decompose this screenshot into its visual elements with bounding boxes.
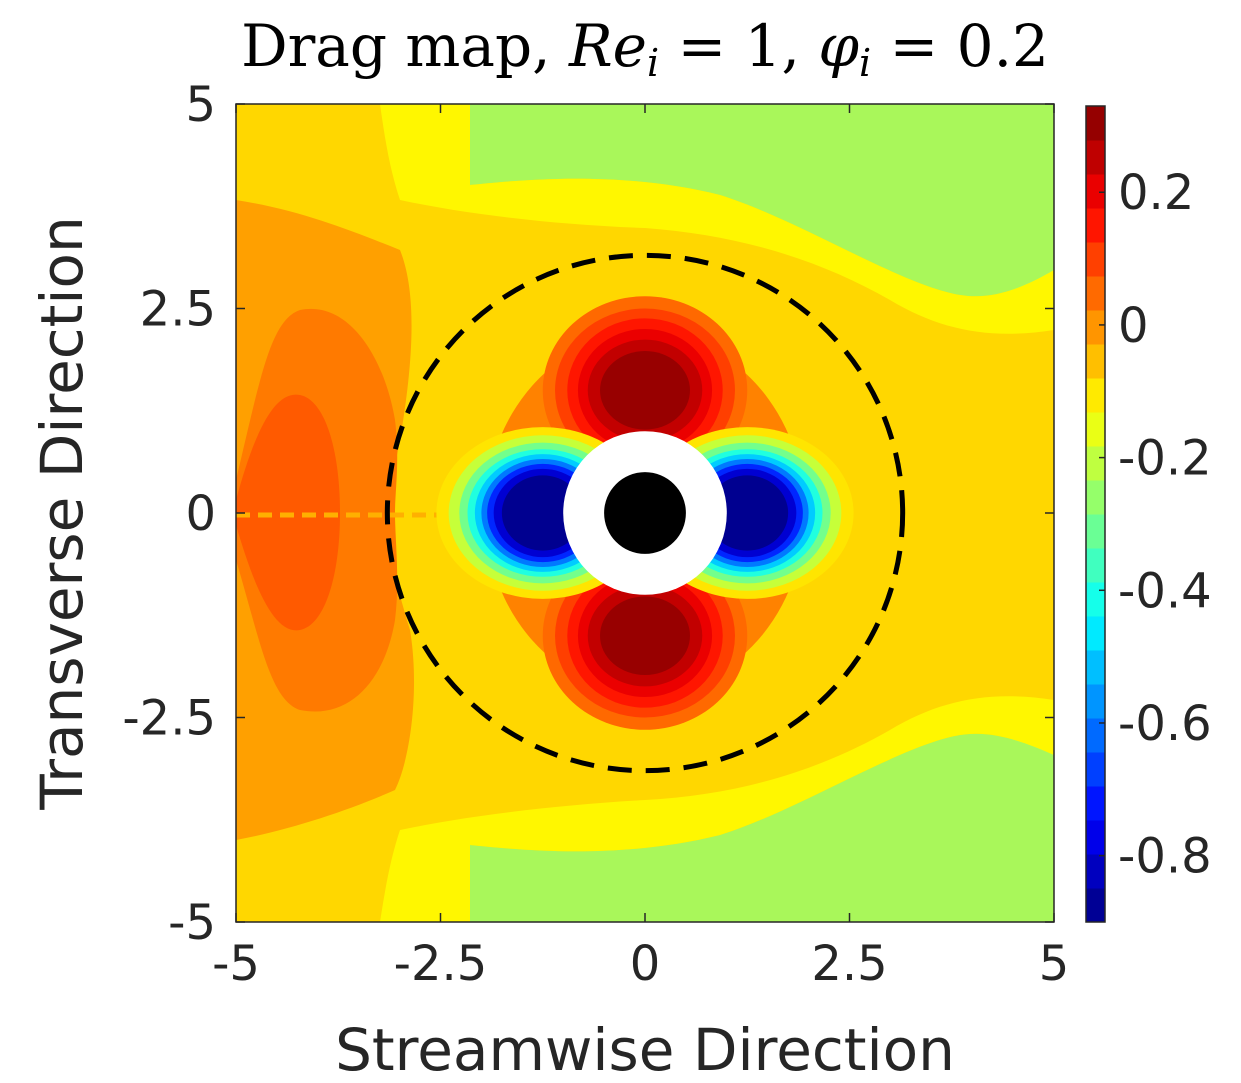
colorbar-band <box>1086 718 1105 753</box>
colorbar-band <box>1086 650 1105 685</box>
colorbar-band <box>1086 616 1105 651</box>
colorbar: 0.2 0 -0.2 -0.4 -0.6 -0.8 <box>1085 105 1212 923</box>
colorbar-band <box>1086 752 1105 787</box>
colorbar-tick-label: -0.8 <box>1118 829 1212 885</box>
dashed-boundary-circle <box>384 252 906 774</box>
colorbar-band <box>1086 888 1105 923</box>
x-tick-label: -5 <box>212 936 260 992</box>
lower-positive-lobe-contour <box>600 596 690 675</box>
colorbar-tick-label: -0.2 <box>1118 431 1212 487</box>
colorbar-band <box>1086 174 1105 209</box>
colorbar-band <box>1086 140 1105 175</box>
colorbar-band <box>1086 514 1105 549</box>
y-tick-label: 5 <box>185 77 216 133</box>
colorbar-band <box>1086 684 1105 719</box>
colorbar-band <box>1086 786 1105 821</box>
upper-positive-lobe-contour <box>600 351 690 430</box>
y-tick-label: 2.5 <box>140 282 216 338</box>
particle <box>604 472 686 554</box>
right-negative-lobe-contour <box>706 475 789 551</box>
colorbar-tick-label: -0.6 <box>1118 696 1212 752</box>
colorbar-frame <box>1085 105 1106 923</box>
chart-title: Drag map, Rei = 1, φi = 0.2 <box>241 12 1049 85</box>
x-tick-label: 2.5 <box>811 936 887 992</box>
colorbar-tick-label: 0 <box>1118 298 1149 354</box>
colorbar-band <box>1086 106 1105 141</box>
left-negative-lobe-contour <box>501 475 584 551</box>
x-axis-ticks: -5 -2.5 0 2.5 5 <box>212 104 1069 992</box>
y-tick-label: 0 <box>185 486 216 542</box>
colorbar-band <box>1086 344 1105 379</box>
colorbar-band <box>1086 378 1105 413</box>
x-tick-label: 5 <box>1039 936 1070 992</box>
colorbar-band <box>1086 242 1105 277</box>
colorbar-band <box>1086 548 1105 583</box>
colorbar-tick-label: -0.4 <box>1118 563 1212 619</box>
x-tick-label: 0 <box>630 936 661 992</box>
colorbar-band <box>1086 208 1105 243</box>
colorbar-band <box>1086 446 1105 481</box>
upper-right-low-region <box>470 104 1054 297</box>
colorbar-band <box>1086 820 1105 855</box>
y-axis-label: Transverse Direction <box>28 216 96 810</box>
colorbar-band <box>1086 582 1105 617</box>
colorbar-band <box>1086 854 1105 889</box>
left-wake-inner <box>236 394 340 631</box>
x-axis-label: Streamwise Direction <box>335 1016 955 1083</box>
colorbar-band <box>1086 276 1105 311</box>
colorbar-band <box>1086 412 1105 447</box>
colorbar-tick-label: 0.2 <box>1118 165 1194 221</box>
x-tick-label: -2.5 <box>394 936 488 992</box>
y-axis-ticks: 5 2.5 0 -2.5 -5 <box>122 77 1054 951</box>
y-tick-label: -2.5 <box>122 691 216 747</box>
lower-yellow-band <box>380 696 1054 922</box>
colorbar-band <box>1086 480 1105 515</box>
lower-right-low-region <box>470 733 1054 922</box>
upper-yellow-band <box>380 104 1054 334</box>
colorbar-band <box>1086 310 1105 345</box>
y-tick-label: -5 <box>168 895 216 951</box>
